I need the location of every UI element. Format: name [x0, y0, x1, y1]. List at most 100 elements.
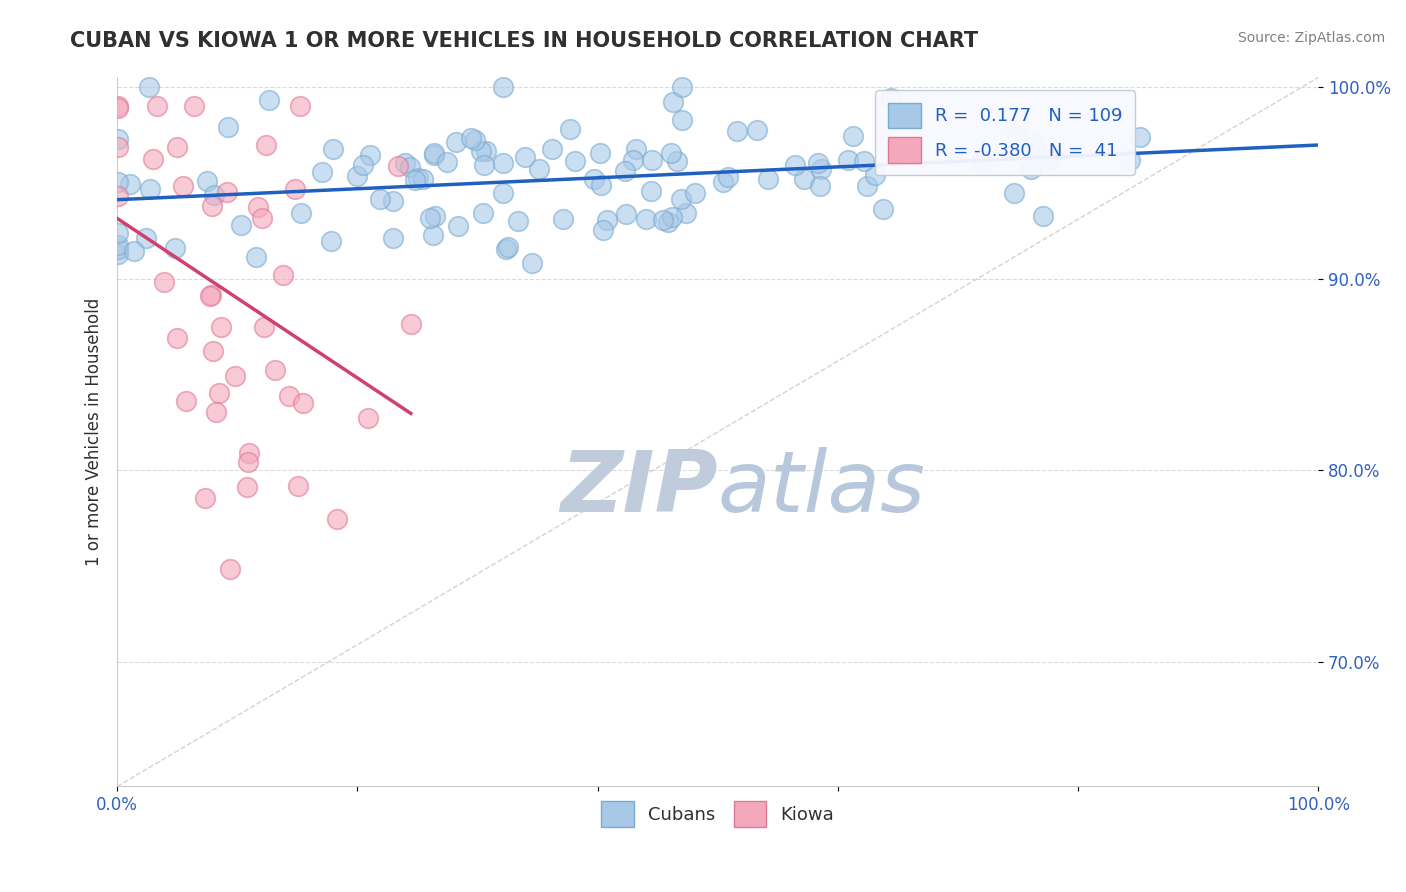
Point [359, 148, 381, 162]
Point [198, 289, 221, 303]
Point [756, 172, 779, 186]
Point [284, 182, 307, 196]
Point [107, 140, 129, 154]
Point [621, 153, 644, 167]
Point [412, 172, 434, 186]
Point [224, 369, 246, 384]
Point [218, 562, 240, 576]
Point [747, 123, 769, 137]
Point [725, 124, 748, 138]
Point [855, 178, 877, 193]
Point [194, 491, 217, 505]
Point [863, 168, 886, 182]
Point [808, 178, 831, 193]
Point [217, 120, 239, 135]
Point [250, 211, 273, 226]
Legend: Cubans, Kiowa: Cubans, Kiowa [595, 794, 841, 834]
Point [470, 144, 492, 158]
Point [236, 455, 259, 469]
Point [253, 320, 276, 334]
Point [657, 214, 679, 228]
Point [506, 214, 529, 228]
Point [810, 162, 832, 177]
Point [422, 227, 444, 242]
Point [425, 209, 447, 223]
Point [135, 230, 157, 244]
Point [558, 121, 581, 136]
Point [495, 242, 517, 256]
Point [665, 153, 688, 168]
Point [107, 99, 129, 113]
Point [107, 132, 129, 146]
Point [163, 241, 186, 255]
Point [107, 242, 129, 256]
Point [382, 194, 405, 208]
Point [172, 179, 194, 194]
Point [138, 182, 160, 196]
Point [460, 131, 482, 145]
Point [785, 158, 807, 172]
Point [406, 170, 429, 185]
Point [589, 145, 612, 160]
Point [368, 192, 391, 206]
Point [287, 479, 309, 493]
Point [238, 446, 260, 460]
Point [671, 80, 693, 95]
Point [217, 185, 239, 199]
Point [311, 165, 333, 179]
Point [107, 238, 129, 252]
Point [659, 146, 682, 161]
Point [475, 145, 498, 159]
Point [247, 200, 270, 214]
Y-axis label: 1 or more Vehicles in Household: 1 or more Vehicles in Household [86, 298, 103, 566]
Point [202, 343, 225, 358]
Point [662, 95, 685, 109]
Text: Source: ZipAtlas.com: Source: ZipAtlas.com [1237, 31, 1385, 45]
Point [271, 268, 294, 283]
Text: CUBAN VS KIOWA 1 OR MORE VEHICLES IN HOUSEHOLD CORRELATION CHART: CUBAN VS KIOWA 1 OR MORE VEHICLES IN HOU… [70, 31, 979, 51]
Point [541, 142, 564, 156]
Point [669, 192, 692, 206]
Point [793, 171, 815, 186]
Point [592, 222, 614, 236]
Point [711, 175, 734, 189]
Point [640, 184, 662, 198]
Point [292, 396, 315, 410]
Point [200, 287, 222, 301]
Point [288, 99, 311, 113]
Point [357, 411, 380, 425]
Point [423, 146, 446, 161]
Point [259, 93, 281, 107]
Point [107, 189, 129, 203]
Point [472, 158, 495, 172]
Point [166, 331, 188, 345]
Point [1032, 209, 1054, 223]
Point [176, 393, 198, 408]
Point [492, 186, 515, 200]
Point [842, 128, 865, 143]
Point [1036, 152, 1059, 166]
Point [492, 80, 515, 95]
Point [717, 169, 740, 184]
Point [204, 188, 226, 202]
Point [520, 256, 543, 270]
Point [322, 142, 344, 156]
Point [145, 99, 167, 113]
Point [352, 158, 374, 172]
Point [183, 99, 205, 113]
Point [423, 148, 446, 162]
Point [204, 404, 226, 418]
Point [472, 206, 495, 220]
Point [872, 202, 894, 217]
Point [138, 80, 160, 95]
Point [404, 173, 426, 187]
Point [107, 101, 129, 115]
Point [152, 275, 174, 289]
Point [1129, 130, 1152, 145]
Point [122, 244, 145, 258]
Point [236, 480, 259, 494]
Point [564, 154, 586, 169]
Text: atlas: atlas [717, 447, 925, 530]
Point [1019, 161, 1042, 176]
Point [591, 178, 613, 193]
